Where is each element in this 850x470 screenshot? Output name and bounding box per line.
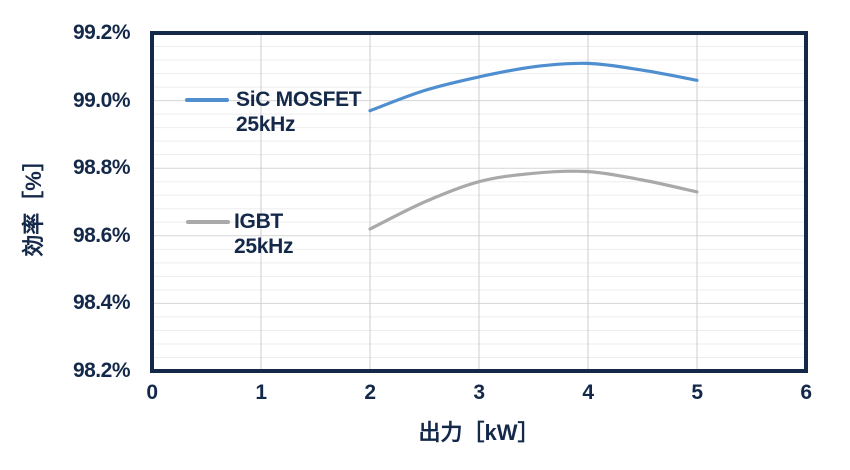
x-tick-label: 5 <box>691 381 703 404</box>
y-tick-label: 99.0% <box>72 88 131 112</box>
series-line-igbt <box>368 169 699 231</box>
y-tick-label: 99.2% <box>72 21 131 44</box>
legend-label-sic-frequency: 25kHz <box>236 113 296 136</box>
legend-label-igbt-frequency: 25kHz <box>234 235 294 258</box>
y-tick-label: 98.8% <box>72 156 131 180</box>
x-tick-label: 6 <box>800 381 812 404</box>
legend-entry-sic-mosfet: SiC MOSFET 25kHz <box>236 87 362 137</box>
x-tick-label: 3 <box>473 381 485 404</box>
y-tick-label: 98.6% <box>72 223 131 247</box>
x-tick-label: 4 <box>582 381 594 404</box>
plot-border <box>150 31 808 373</box>
legend-entry-igbt: IGBT 25kHz <box>234 209 294 259</box>
legend-label-igbt-name: IGBT <box>234 210 283 233</box>
legend-swatch-igbt <box>186 220 230 224</box>
series-line-sic-mosfet <box>368 61 699 113</box>
x-axis-title: 出力［kW］ <box>418 420 540 445</box>
legend-swatch-sic-mosfet <box>185 98 229 102</box>
x-tick-label: 0 <box>146 381 158 404</box>
x-tick-label: 2 <box>364 381 376 404</box>
y-tick-label: 98.2% <box>72 359 131 382</box>
y-tick-label: 98.4% <box>72 291 131 315</box>
y-axis-title: 効率［%］ <box>21 149 46 257</box>
x-tick-label: 1 <box>255 381 267 404</box>
legend-label-sic-name: SiC MOSFET <box>236 88 362 111</box>
